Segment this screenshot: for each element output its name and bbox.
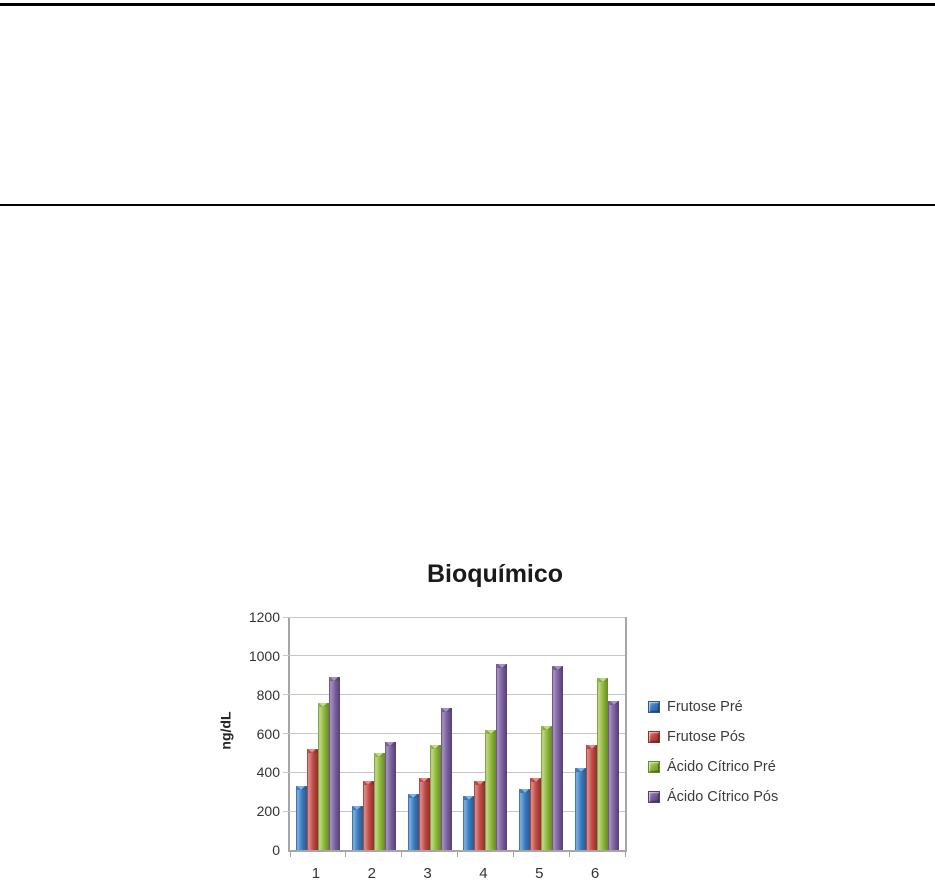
legend-item: Ácido Cítrico Pós [648, 789, 778, 806]
bar-chart: Bioquímico ng/dL 0 200 400 600 800 1000 1200 1… [218, 560, 818, 883]
gridline [283, 733, 625, 734]
x-tick-label: 6 [590, 865, 600, 882]
bar [384, 742, 396, 850]
category-tick [457, 852, 458, 857]
bar [373, 752, 385, 850]
bar [306, 749, 318, 850]
x-tick-label: 4 [479, 865, 488, 882]
bar [474, 781, 486, 850]
x-tick-label: 1 [311, 865, 321, 882]
legend-item: Frutose Pós [648, 728, 745, 745]
y-tick-label: 600 [256, 725, 280, 742]
bar [463, 795, 475, 850]
category-tick [624, 852, 626, 857]
legend-item: Ácido Cítrico Pré [648, 759, 776, 776]
top-horizontal-rule [0, 3, 935, 6]
legend-label: Frutose Pós [667, 728, 746, 745]
x-tick-label: 2 [367, 865, 376, 882]
bar [295, 785, 307, 850]
bar [530, 778, 542, 850]
category-tick [345, 852, 347, 857]
category-tick [401, 852, 403, 857]
x-tick-label: 5 [535, 865, 544, 882]
bar [597, 678, 609, 850]
y-tick-label: 1200 [248, 609, 280, 625]
bar [328, 677, 340, 850]
category-tick [512, 852, 514, 857]
category-tick [568, 852, 570, 857]
y-tick-label: 800 [256, 686, 280, 703]
category-group [569, 617, 625, 850]
legend-item: Frutose Pré [648, 698, 743, 715]
gridline [283, 771, 625, 773]
bar [586, 745, 598, 850]
bar [407, 793, 419, 850]
bar [362, 781, 374, 850]
bar [608, 701, 620, 850]
y-tick-label: 400 [256, 764, 280, 781]
category-group [458, 617, 514, 850]
category-group [346, 617, 402, 850]
bar [552, 665, 564, 850]
chart-title: Bioquímico [426, 560, 564, 588]
y-axis-tick-labels: 0 200 400 600 800 1000 1200 [218, 609, 280, 858]
x-tick-label: 3 [423, 865, 432, 882]
gridline [283, 694, 625, 696]
y-tick-label: 200 [256, 803, 280, 820]
gridline [283, 616, 625, 618]
legend-marker-icon [648, 761, 660, 774]
legend-marker-icon [648, 791, 660, 804]
category-group [513, 617, 569, 850]
gridline [283, 810, 625, 812]
bar [485, 729, 497, 850]
x-axis-tick-labels: 1 2 3 4 5 6 [288, 865, 623, 883]
middle-horizontal-rule [0, 204, 935, 206]
legend-label: Ácido Cítrico Pré [667, 759, 776, 776]
bar [418, 778, 430, 850]
legend-label: Frutose Pré [667, 698, 743, 715]
bar [440, 708, 452, 850]
bar [575, 768, 587, 850]
bar [541, 725, 553, 850]
legend-marker-icon [648, 730, 660, 743]
category-group [290, 617, 346, 850]
category-tick [289, 852, 291, 857]
bar [496, 663, 508, 850]
bar [429, 745, 441, 850]
plot-area [283, 616, 627, 857]
legend-label: Ácido Cítrico Pós [667, 789, 779, 806]
y-tick-label: 0 [272, 842, 280, 858]
category-group [402, 617, 458, 850]
bar [519, 788, 531, 850]
y-tick-label: 1000 [248, 647, 280, 664]
gridline [283, 655, 625, 657]
bar [351, 806, 363, 850]
bar [317, 703, 329, 850]
legend-marker-icon [648, 700, 660, 713]
